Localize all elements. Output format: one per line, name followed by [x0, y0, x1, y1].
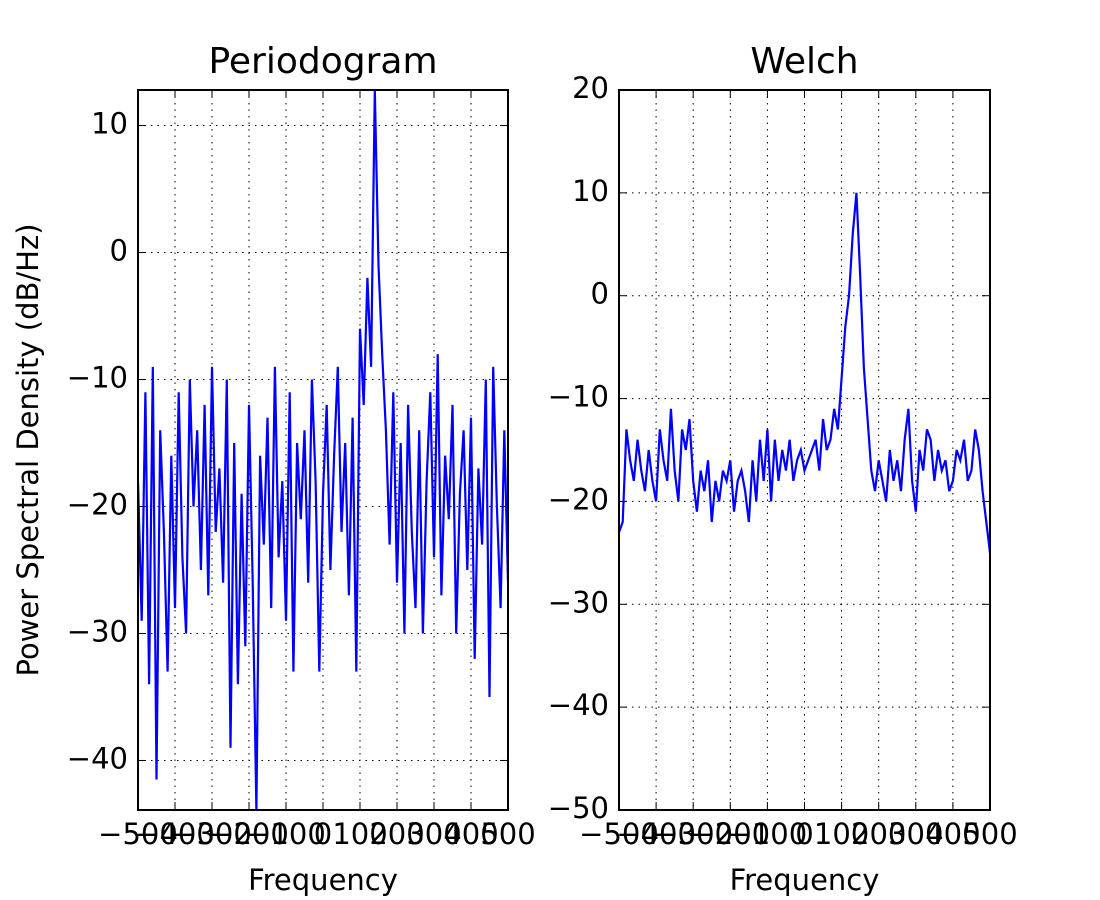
x-tick-label: 300: [888, 817, 943, 851]
y-tick-label: −40: [67, 741, 128, 775]
x-tick-label: −300: [172, 817, 252, 851]
x-tick-label: 200: [851, 817, 906, 851]
axes-frame: [137, 89, 509, 811]
x-tick-label: −100: [728, 817, 808, 851]
x-tick-label: 500: [962, 817, 1017, 851]
x-tick-label: −500: [579, 817, 659, 851]
y-tick-label: −40: [548, 688, 609, 722]
y-tick-label: −20: [548, 482, 609, 516]
x-tick-label: 100: [332, 817, 387, 851]
x-tick-label: 400: [443, 817, 498, 851]
x-axis-label: Frequency: [248, 863, 398, 897]
x-tick-label: −200: [690, 817, 770, 851]
y-tick-label: 20: [572, 71, 609, 105]
y-axis-label: Power Spectral Density (dB/Hz): [11, 223, 45, 676]
line-series: [138, 90, 508, 810]
axes-frame: [618, 89, 991, 811]
x-tick-label: 300: [406, 817, 461, 851]
y-tick-label: −30: [67, 614, 128, 648]
x-tick-label: −400: [616, 817, 696, 851]
x-tick-label: 0: [314, 817, 332, 851]
line-series: [619, 192, 990, 553]
x-tick-label: 0: [795, 817, 813, 851]
y-tick-label: −20: [67, 488, 128, 522]
x-axis-label: Frequency: [730, 863, 880, 897]
chart-title: Welch: [750, 41, 858, 82]
y-tick-label: −50: [548, 791, 609, 825]
y-tick-label: 0: [591, 277, 609, 311]
x-tick-label: −200: [209, 817, 289, 851]
x-tick-label: −300: [653, 817, 733, 851]
y-tick-label: −10: [548, 380, 609, 414]
y-tick-label: 10: [91, 107, 128, 141]
y-tick-label: −10: [67, 361, 128, 395]
x-tick-label: 100: [814, 817, 869, 851]
x-tick-label: 400: [925, 817, 980, 851]
x-tick-label: −500: [98, 817, 178, 851]
x-tick-label: −400: [135, 817, 215, 851]
chart-title: Periodogram: [208, 41, 437, 82]
y-tick-label: −30: [548, 585, 609, 619]
y-tick-label: 0: [110, 234, 128, 268]
y-tick-label: 10: [572, 174, 609, 208]
x-tick-label: 200: [369, 817, 424, 851]
x-tick-label: 500: [480, 817, 535, 851]
x-tick-label: −100: [246, 817, 326, 851]
